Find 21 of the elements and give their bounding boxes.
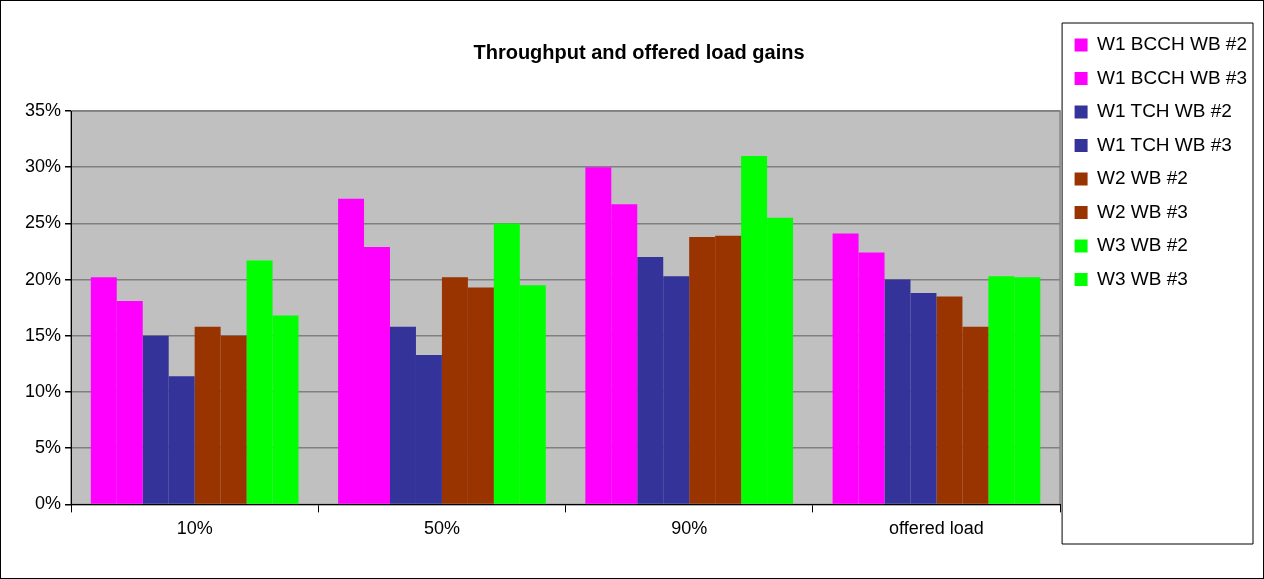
y-tick-label: 5%: [35, 437, 62, 458]
x-tick-label: offered load: [889, 518, 984, 539]
y-tick-label: 35%: [25, 99, 62, 120]
x-tick-label: 50%: [423, 518, 460, 539]
x-tick-label: 10%: [176, 518, 213, 539]
legend-label: W1 BCCH WB #3: [1097, 66, 1248, 88]
legend-label: W3 WB #3: [1097, 267, 1188, 289]
y-tick-label: 25%: [25, 212, 62, 233]
y-tick-label: 15%: [25, 324, 62, 345]
chart-title: Throughput and offered load gains: [473, 40, 805, 63]
legend-label: W2 WB #3: [1097, 200, 1188, 222]
legend-label: W2 WB #2: [1097, 167, 1188, 189]
y-tick-label: 10%: [25, 380, 62, 401]
x-tick-label: 90%: [671, 518, 708, 539]
y-tick-label: 20%: [25, 268, 62, 289]
legend-label: W1 TCH WB #2: [1097, 100, 1232, 122]
legend-label: W1 BCCH WB #2: [1097, 33, 1248, 55]
y-tick-label: 0%: [35, 493, 62, 514]
legend-label: W3 WB #2: [1097, 234, 1188, 256]
y-tick-label: 30%: [25, 156, 62, 177]
legend-label: W1 TCH WB #3: [1097, 133, 1232, 155]
